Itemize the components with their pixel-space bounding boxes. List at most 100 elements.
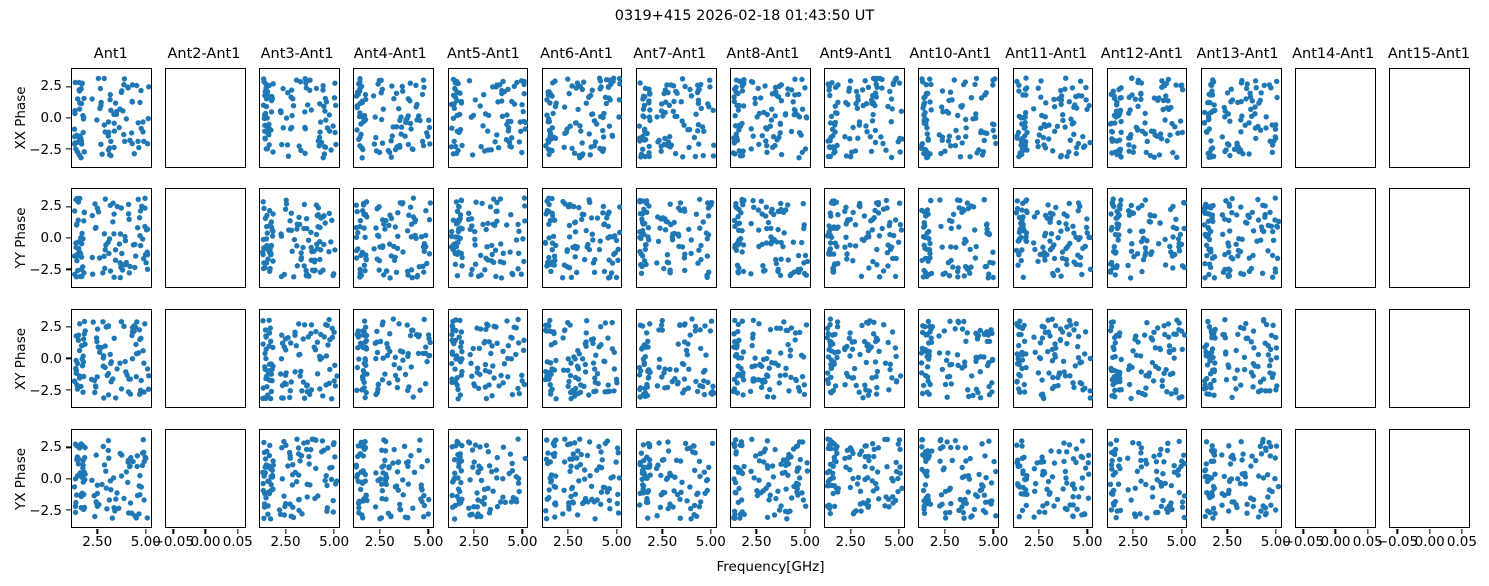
y-tick-label: −2.5: [29, 503, 62, 519]
x-tick-label: 0.00: [190, 534, 221, 551]
y-tick-label: 0.0: [40, 471, 62, 487]
scatter-points: [260, 436, 340, 522]
x-tick-label: 2.50: [929, 534, 960, 551]
column-title-ant8-ant1: Ant8-Ant1: [726, 46, 800, 62]
y-tick-label: 0.0: [40, 230, 62, 246]
scatter-points: [354, 76, 433, 161]
column-title-ant7-ant1: Ant7-Ant1: [633, 46, 707, 62]
panel-yy-phase-ant7-ant1: [635, 188, 717, 288]
scatter-points: [636, 315, 716, 400]
y-tick-mark: [65, 357, 71, 359]
x-tick-mark: [473, 528, 475, 534]
panel-xx-phase-ant12-ant1: [1106, 68, 1188, 168]
x-tick-label: 2.50: [1212, 534, 1243, 551]
scatter-points: [354, 315, 434, 400]
x-tick-label: −0.05: [1376, 534, 1419, 551]
x-tick-label: 5.00: [1260, 534, 1291, 551]
scatter-points: [542, 75, 622, 161]
x-tick-label: 5.00: [413, 534, 444, 551]
y-tick-mark: [65, 237, 71, 239]
scatter-points: [1107, 75, 1186, 160]
x-tick-label: 0.00: [1320, 534, 1351, 551]
y-tick-mark: [65, 148, 71, 150]
column-title-ant11-ant1: Ant11-Ant1: [1005, 46, 1088, 62]
panel-xy-phase-ant3-ant1: [259, 308, 340, 409]
y-tick-mark: [65, 85, 71, 88]
y-tick-label: 0.0: [40, 110, 62, 126]
x-tick-mark: [804, 528, 806, 534]
x-tick-mark: [1086, 528, 1089, 534]
panel-xx-phase-ant11-ant1: [1012, 68, 1094, 168]
panel-yy-phase-ant11-ant1: [1012, 188, 1094, 288]
scatter-points: [919, 197, 997, 281]
scatter-points: [354, 195, 434, 281]
panel-xx-phase-ant3-ant1: [259, 68, 340, 168]
x-tick-mark: [1180, 528, 1183, 534]
scatter-points: [72, 195, 151, 281]
x-tick-mark: [615, 528, 618, 534]
y-tick-label: −2.5: [29, 383, 62, 399]
x-tick-mark: [427, 528, 429, 534]
x-tick-mark: [521, 528, 524, 534]
scatter-points: [1013, 197, 1093, 281]
scatter-points: [825, 75, 905, 161]
x-tick-label: 5.00: [789, 534, 820, 551]
x-tick-mark: [96, 528, 98, 534]
panel-xx-phase-ant2-ant1: [165, 68, 246, 168]
x-tick-label: 2.50: [270, 534, 301, 551]
panel-xy-phase-ant2-ant1: [165, 308, 246, 409]
panel-yy-phase-ant4-ant1: [353, 188, 435, 288]
x-tick-mark: [661, 528, 663, 534]
x-tick-label: 0.05: [1352, 534, 1383, 551]
scatter-points: [1013, 75, 1093, 160]
x-tick-mark: [284, 528, 287, 534]
panel-xy-phase-ant13-ant1: [1200, 308, 1282, 409]
x-tick-label: 0.05: [222, 534, 253, 551]
y-tick-mark: [65, 477, 71, 480]
column-title-ant14-ant1: Ant14-Ant1: [1292, 46, 1375, 62]
x-tick-mark: [898, 528, 900, 534]
panel-yx-phase-ant2-ant1: −0.05 0.00 0.05: [153, 428, 253, 550]
panel-yx-phase-ant10-ant1: 2.50 5.00: [918, 428, 1008, 550]
panel-xy-phase-ant6-ant1: [541, 308, 623, 409]
scatter-points: [1107, 317, 1187, 401]
x-tick-mark: [1132, 528, 1134, 534]
panel-xy-phase-ant1: [65, 308, 152, 409]
panel-xx-phase-ant14-ant1: [1295, 68, 1376, 168]
panel-yy-phase-ant15-ant1: [1389, 188, 1470, 288]
panel-xy-phase-ant15-ant1: [1389, 308, 1470, 409]
panel-yx-phase-ant15-ant1: −0.05 0.00 0.05: [1377, 428, 1477, 550]
scatter-points: [731, 436, 811, 522]
x-tick-label: 2.50: [1023, 534, 1054, 551]
scatter-points: [72, 75, 151, 161]
column-title-ant13-ant1: Ant13-Ant1: [1196, 46, 1279, 62]
panel-yy-phase-ant13-ant1: [1200, 188, 1282, 288]
panel-yx-phase-ant12-ant1: 2.50 5.00: [1106, 428, 1197, 550]
panel-yx-phase-ant6-ant1: 2.50 5.00: [541, 428, 632, 550]
scatter-points: [72, 436, 150, 521]
x-tick-mark: [237, 528, 239, 534]
scatter-points: [260, 316, 340, 402]
x-tick-mark: [944, 528, 946, 534]
scatter-points: [1201, 195, 1281, 281]
panel-xy-phase-ant8-ant1: [730, 308, 811, 409]
panel-yy-phase-ant10-ant1: [918, 188, 1000, 288]
x-tick-label: 2.50: [1118, 534, 1149, 551]
panel-xx-phase-ant13-ant1: [1200, 68, 1282, 168]
scatter-points: [1202, 436, 1281, 521]
x-tick-label: 5.00: [130, 534, 161, 551]
panel-xx-phase-ant8-ant1: [730, 68, 811, 168]
scatter-points: [448, 76, 528, 158]
x-tick-label: 5.00: [1072, 534, 1103, 551]
x-tick-label: 0.00: [1414, 534, 1445, 551]
x-tick-label: 5.00: [884, 534, 915, 551]
column-title-ant5-ant1: Ant5-Ant1: [446, 46, 520, 62]
scatter-points: [72, 318, 151, 401]
column-title-ant2-ant1: Ant2-Ant1: [167, 46, 241, 62]
panel-yx-phase-ant11-ant1: 2.50 5.00: [1012, 428, 1102, 550]
x-tick-label: 0.05: [1446, 534, 1477, 551]
y-tick-label: 2.5: [40, 198, 62, 214]
scatter-points: [542, 195, 622, 281]
x-tick-mark: [172, 528, 174, 534]
y-tick-label: 2.5: [40, 439, 62, 455]
